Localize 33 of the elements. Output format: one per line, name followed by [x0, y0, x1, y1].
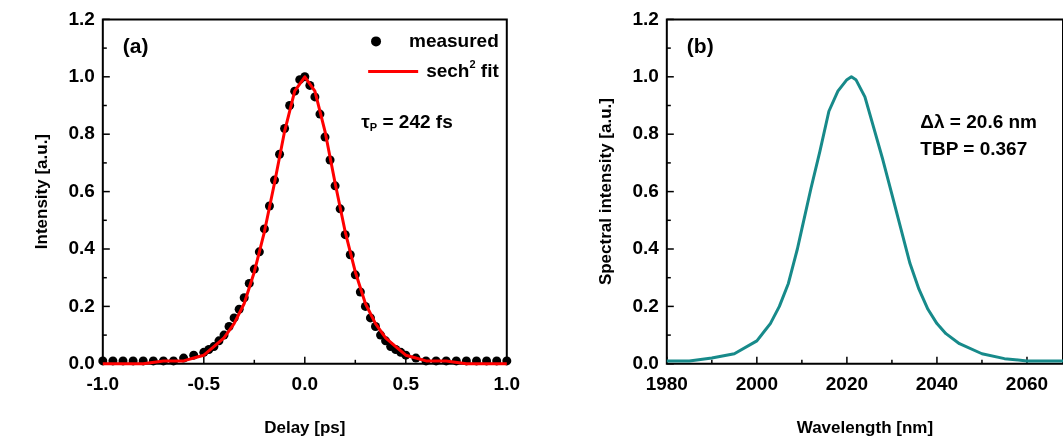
y-tick-label: 0.4: [632, 237, 660, 259]
annotation: Δλ = 20.6 nm: [920, 110, 1038, 132]
y-tick-label: 0.6: [68, 179, 95, 201]
y-tick-label: 0.0: [68, 352, 95, 374]
legend-label: measured: [409, 29, 499, 51]
x-tick-label: 2060: [1005, 373, 1049, 395]
x-tick-label: 1.0: [493, 373, 520, 395]
y-tick-label: 1.0: [68, 65, 95, 87]
annotation: TBP = 0.367: [920, 137, 1028, 159]
y-axis-title: Spectral intensity [a.u.]: [595, 98, 615, 286]
y-axis-title: Intensity [a.u.]: [31, 133, 51, 250]
y-tick-label: 0.8: [68, 122, 95, 144]
x-tick-label: 2040: [915, 373, 959, 395]
y-tick-label: 0.0: [632, 352, 659, 374]
x-tick-label: 1980: [645, 373, 688, 395]
x-tick-label: 2000: [735, 373, 778, 395]
x-tick-label: -0.5: [187, 373, 221, 395]
x-axis-title: Wavelength [nm]: [796, 418, 934, 438]
x-tick-label: 2020: [825, 373, 869, 395]
x-tick-label: 0.0: [291, 373, 319, 395]
y-tick-label: 0.8: [632, 122, 659, 144]
y-tick-label: 0.4: [68, 237, 96, 259]
y-tick-label: 0.2: [68, 294, 95, 316]
x-tick-label: -1.0: [86, 373, 120, 395]
x-tick-label: 0.5: [392, 373, 420, 395]
y-tick-label: 0.6: [632, 179, 659, 201]
y-tick-label: 1.0: [632, 65, 659, 87]
x-axis-title: Delay [ps]: [264, 418, 346, 438]
y-tick-label: 0.2: [632, 294, 659, 316]
y-tick-label: 1.2: [68, 7, 95, 29]
y-tick-label: 1.2: [632, 7, 659, 29]
annotation: (b): [686, 34, 714, 58]
annotation: (a): [122, 34, 149, 58]
